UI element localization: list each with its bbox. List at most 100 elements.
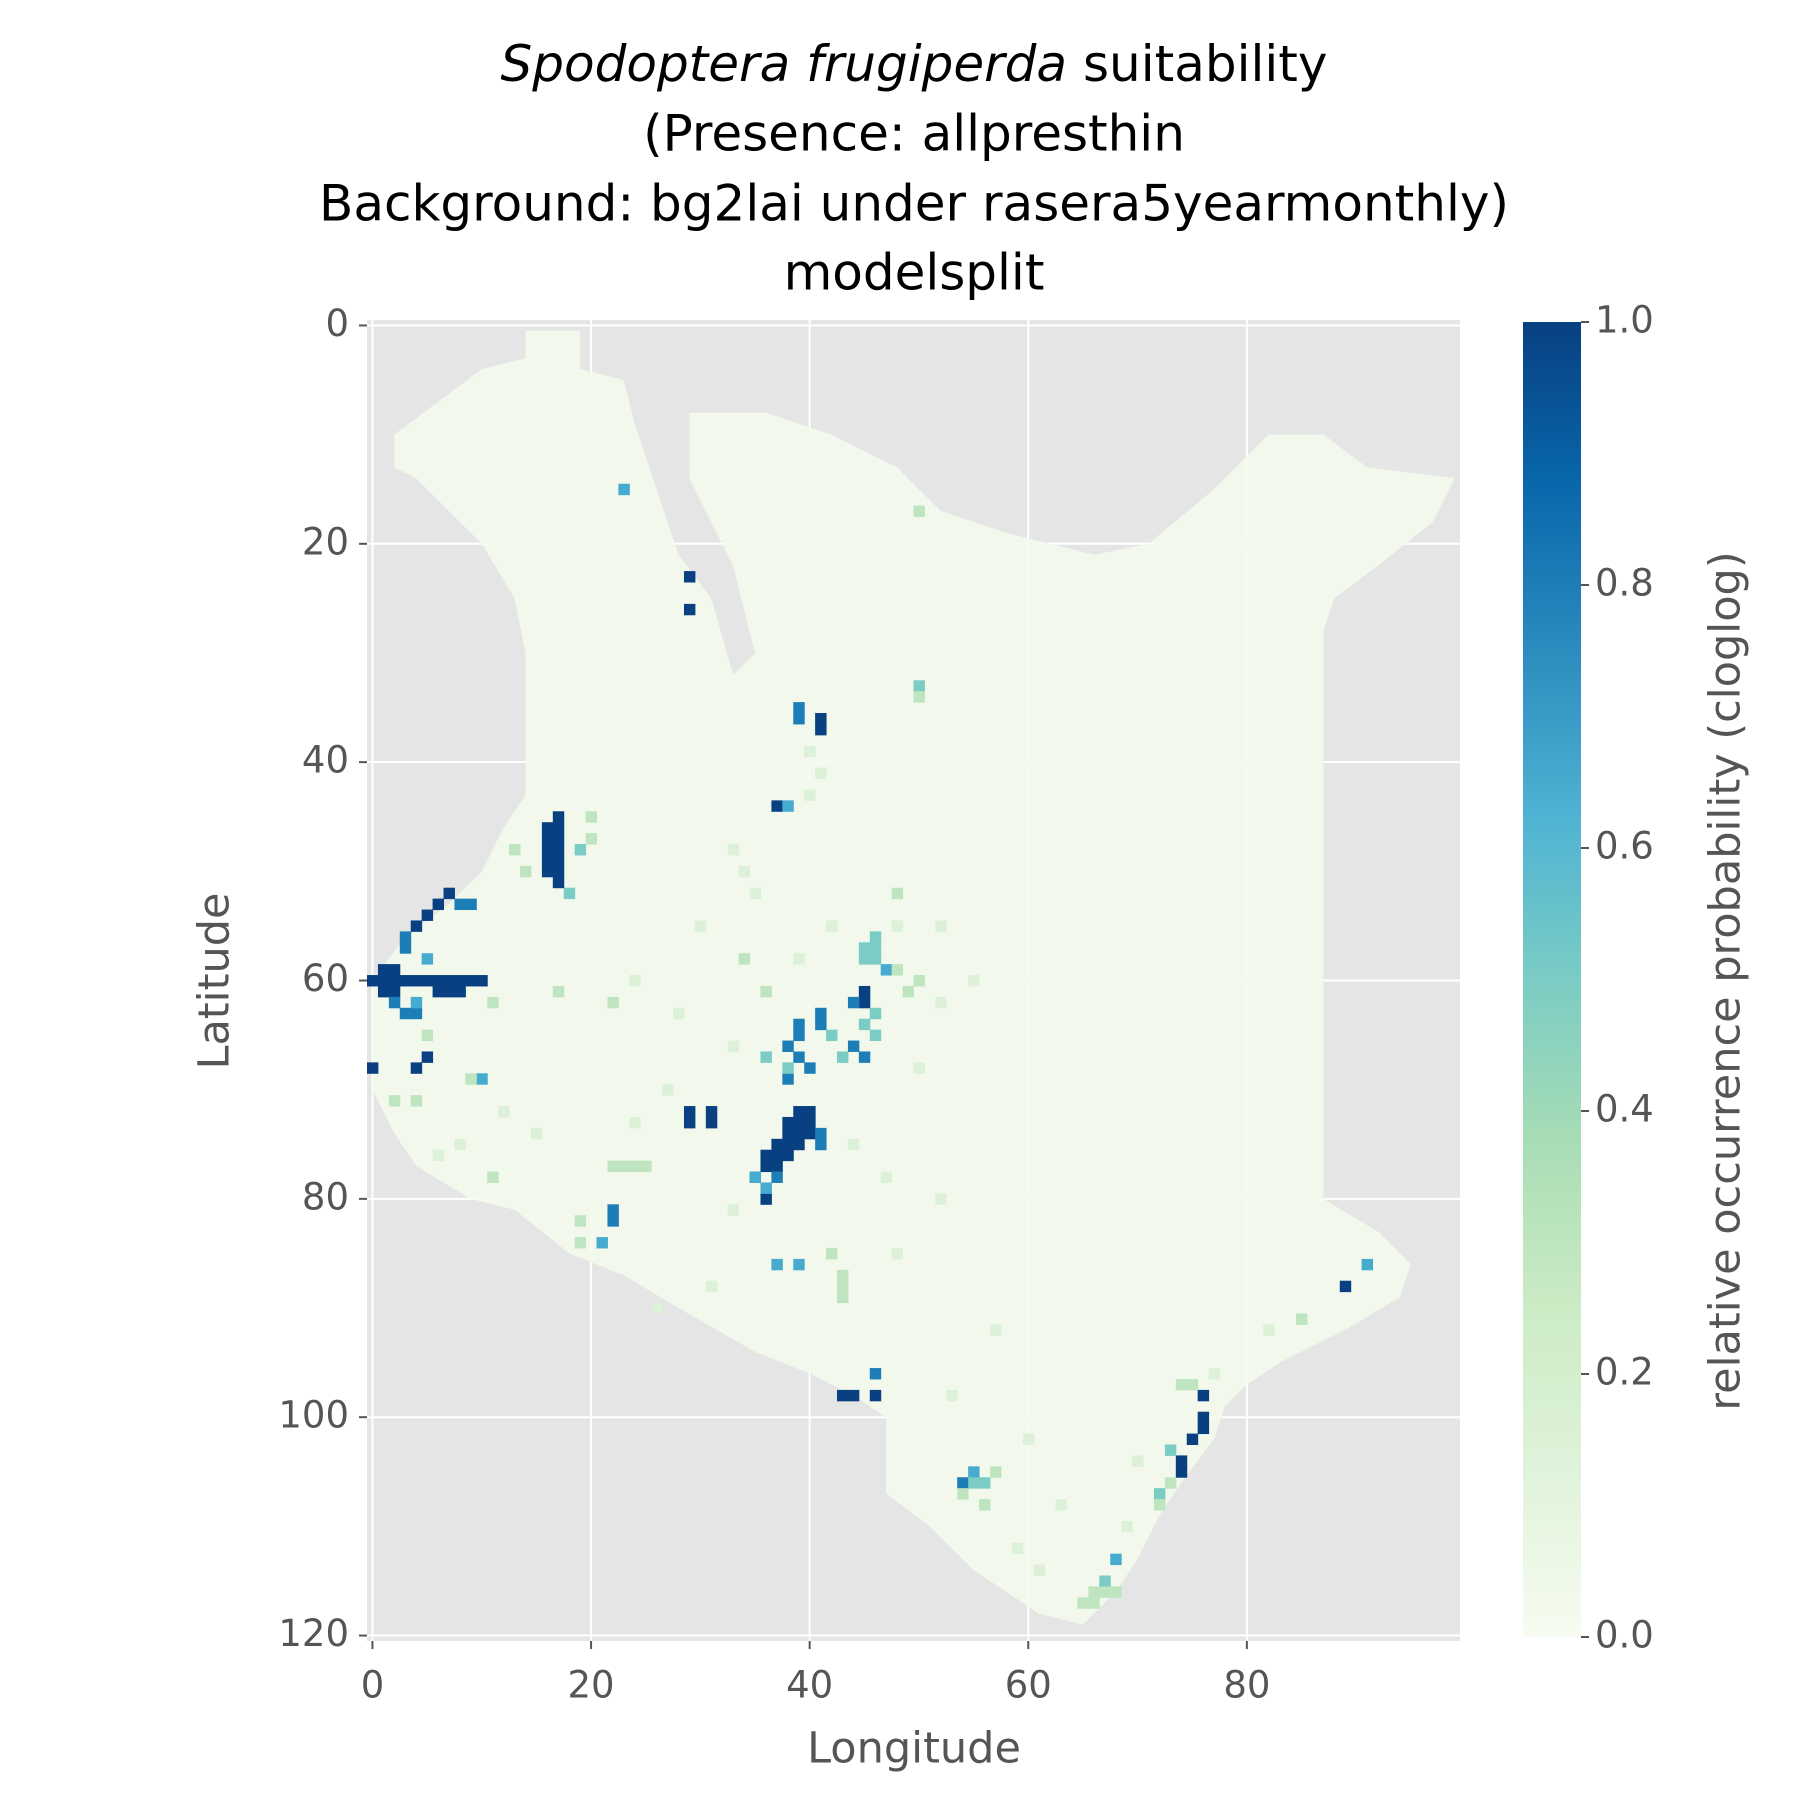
heatmap-cell [979,1499,991,1511]
heatmap-cell [815,1127,827,1140]
heatmap-cell [891,964,904,976]
heatmap-cell [869,942,882,954]
heatmap-cell [815,767,827,780]
heatmap-cell [869,1368,882,1380]
title-text: suitability [1083,35,1327,93]
heatmap-cell [465,1073,477,1085]
heatmap-cell [935,1193,947,1205]
heatmap-cell [815,1138,827,1151]
heatmap-cell [465,898,477,911]
heatmap-cell [399,1007,412,1020]
heatmap-cell [421,1029,434,1042]
heatmap-cell [979,1477,991,1489]
heatmap-cell [388,996,401,1009]
heatmap-cell [815,713,827,725]
colorbar-tick-label: 0.8 [1595,562,1654,605]
heatmap-cell [804,1106,816,1118]
heatmap-cell [541,865,554,878]
heatmap-cell [607,1204,619,1216]
heatmap-cell [847,996,860,1009]
heatmap-cell [705,1280,718,1293]
heatmap-cell [1033,1564,1046,1576]
heatmap-cell [552,985,565,998]
heatmap-cell [454,1138,466,1151]
heatmap-cell [793,1258,805,1271]
heatmap-cell [1088,1586,1100,1598]
heatmap-cell [760,1182,772,1194]
heatmap-cell [793,1138,805,1151]
heatmap-cell [607,996,619,1009]
heatmap-cell [858,996,871,1009]
heatmap-cell [727,844,740,856]
heatmap-cell [738,865,751,878]
heatmap-cell [760,1193,772,1205]
heatmap-cell [935,996,947,1009]
heatmap-cell [552,854,565,867]
heatmap-cell [727,1204,740,1216]
heatmap-cell [760,1160,772,1173]
heatmap-cell [476,1073,488,1085]
colorbar [1523,322,1581,1637]
heatmap-cell [607,1215,619,1227]
heatmap-cell [891,887,904,900]
heatmap-cell [913,505,925,518]
heatmap-cell [651,1302,663,1314]
heatmap-cell [836,1280,849,1293]
heatmap-cell [541,844,554,856]
heatmap-cell [793,1116,805,1129]
colorbar-tick-label: 0.2 [1595,1351,1654,1394]
heatmap-cell [782,1127,794,1140]
heatmap-cell [858,985,871,998]
heatmap-cell [410,996,423,1009]
heatmap-cell [399,942,412,954]
heatmap-cell [585,811,598,823]
heatmap-cell [727,1040,740,1052]
heatmap-cell [1132,1455,1144,1467]
heatmap-cell [1164,1477,1177,1489]
heatmap-cell [1099,1575,1111,1587]
heatmap-cell [858,1018,871,1031]
heatmap-cell [793,1127,805,1140]
heatmap-cell [957,1477,969,1489]
heatmap-cell [738,953,751,965]
heatmap-cell [443,887,455,900]
y-tick-label: 80 [302,1175,349,1218]
y-tick-label: 40 [302,739,349,782]
heatmap-cell [1077,1597,1089,1609]
heatmap-cell [509,844,521,856]
heatmap-cell [782,1138,794,1151]
heatmap-cell [399,975,412,987]
heatmap-cell [388,975,401,987]
heatmap-cell [1121,1520,1133,1533]
heatmap-cell [662,1084,674,1096]
heatmap-cell [399,931,412,943]
heatmap-cell [1263,1324,1275,1336]
heatmap-cell [367,1062,379,1074]
heatmap-cell [1055,1499,1068,1511]
heatmap-cell [869,1389,882,1402]
y-tick-label: 0 [325,302,349,345]
species-name: Spodoptera frugiperda [501,35,1068,93]
heatmap-cell [607,1160,619,1173]
heatmap-cell [432,975,445,987]
heatmap-cell [705,1116,718,1129]
heatmap-cell [913,975,925,987]
heatmap-cell [1208,1368,1221,1380]
heatmap-cell [487,996,499,1009]
heatmap-cell [618,483,630,496]
heatmap-cell [683,603,696,616]
heatmap-cell [815,1007,827,1020]
heatmap-cell [388,1095,401,1107]
heatmap-cell [771,1138,783,1151]
heatmap-cell [541,833,554,845]
heatmap-cell [563,887,576,900]
heatmap-cell [1153,1499,1166,1511]
heatmap-cell [760,985,772,998]
x-tick-label: 60 [1005,1664,1052,1707]
heatmap-cell [377,985,390,998]
heatmap-cell [782,1073,794,1085]
heatmap-cell [1197,1389,1210,1402]
heatmap-cell [410,1062,423,1074]
heatmap-cell [1296,1313,1308,1325]
